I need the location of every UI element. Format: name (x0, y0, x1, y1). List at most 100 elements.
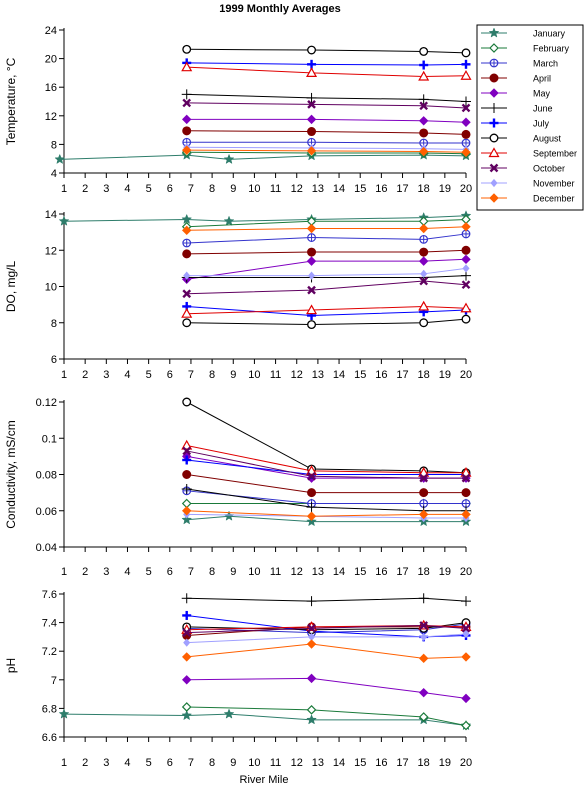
data-point-august (419, 318, 429, 328)
x-tick-label: 12 (291, 757, 303, 769)
data-point-january (181, 514, 193, 525)
data-point-april (461, 488, 471, 498)
panel-4: 6.66.877.27.47.61 2 3 4 5 6 7 8 9 10 11 12 13 14 15 16 1… (4, 589, 472, 769)
data-point-october-b (182, 98, 192, 108)
x-tick-label: 1 (61, 566, 67, 578)
y-tick-label: 4 (51, 168, 57, 180)
series-october (182, 446, 471, 483)
data-point-december (418, 223, 429, 234)
series-line-april (186, 474, 466, 494)
legend-label: April (533, 74, 551, 84)
series-line-august (186, 318, 467, 326)
legend-marker-october-b (489, 163, 499, 173)
series-line-february (186, 151, 467, 155)
series-january (54, 149, 472, 165)
data-point-december (306, 511, 317, 521)
data-point-november (308, 271, 316, 280)
legend-label: October (533, 164, 565, 174)
x-tick-label: 17 (396, 566, 408, 578)
data-point-october (307, 623, 316, 633)
data-point-may (418, 687, 429, 698)
data-point-august (307, 320, 316, 330)
x-tick-label: 20 (460, 369, 472, 381)
series-line-january (63, 215, 467, 222)
y-tick-label: 14 (45, 209, 57, 221)
x-tick-label: 10 (248, 757, 260, 769)
y-tick-label: 8 (51, 139, 57, 151)
x-tick-label: 17 (396, 757, 408, 769)
data-point-april (419, 128, 429, 138)
x-tick-label: 13 (312, 369, 324, 381)
data-point-october (182, 98, 192, 108)
series-october (182, 621, 471, 637)
data-point-may (418, 116, 429, 126)
legend-box (476, 24, 584, 211)
series-line-may (186, 118, 467, 123)
data-point-december (182, 225, 192, 236)
x-tick-label: 2 (82, 183, 88, 195)
legend-item-march: March (481, 59, 558, 69)
x-tick-label: 16 (375, 369, 387, 381)
series-line-november (186, 146, 467, 150)
series-december (182, 506, 471, 521)
x-tick-label: 12 (291, 566, 303, 578)
x-tick-label: 10 (248, 183, 260, 195)
data-point-december (306, 639, 317, 649)
data-point-october-b (419, 621, 429, 630)
x-tick-label: 5 (146, 183, 152, 195)
x-tick-label: 6 (167, 369, 173, 381)
legend-marker-july (489, 118, 499, 128)
series-august (182, 44, 471, 58)
series-line-june (186, 597, 467, 602)
x-tick-label: 11 (270, 183, 281, 195)
data-point-october (307, 471, 316, 481)
data-point-july (461, 59, 471, 69)
data-point-april (307, 488, 317, 498)
x-tick-label: 18 (418, 566, 430, 578)
x-tick-label: 13 (312, 183, 324, 195)
legend-marker-april (489, 73, 499, 83)
data-point-january (223, 153, 235, 165)
data-point-june (181, 484, 192, 494)
legend-marker-november (490, 178, 498, 188)
x-tick-label: 6 (167, 183, 173, 195)
y-tick-label: 6 (51, 354, 57, 366)
legend-label: December (533, 194, 575, 204)
series-line-november (186, 633, 467, 644)
data-point-august (461, 48, 471, 58)
data-point-october (419, 276, 429, 286)
series-september (181, 61, 472, 81)
x-tick-label: 14 (333, 369, 345, 381)
x-tick-label: 3 (103, 566, 109, 578)
x-tick-label: 15 (354, 566, 366, 578)
data-point-february (306, 704, 317, 715)
series-december (182, 639, 471, 664)
data-point-april (307, 127, 317, 137)
x-tick-label: 1 (61, 369, 67, 381)
x-tick-label: 4 (124, 183, 130, 195)
series-line-april (186, 249, 467, 255)
data-point-march (419, 234, 429, 244)
x-tick-label: 8 (209, 757, 215, 769)
legend-item-november: November (481, 179, 575, 189)
y-axis-label: DO, mg/L (4, 261, 18, 313)
x-tick-label: 19 (439, 757, 451, 769)
data-point-august (182, 44, 192, 54)
data-point-september (306, 67, 318, 78)
data-point-october (419, 621, 429, 630)
x-tick-label: 12 (291, 183, 303, 195)
series-april (182, 470, 471, 498)
data-point-december (182, 506, 192, 516)
data-point-october-b (307, 471, 316, 481)
x-tick-label: 9 (230, 183, 236, 195)
legend-item-august: August (481, 134, 562, 144)
x-tick-label: 2 (82, 757, 88, 769)
series-september (181, 300, 472, 318)
data-point-december (461, 509, 471, 520)
series-line-june (186, 275, 467, 278)
x-tick-label: 18 (418, 183, 430, 195)
x-tick-label: 13 (312, 566, 324, 578)
